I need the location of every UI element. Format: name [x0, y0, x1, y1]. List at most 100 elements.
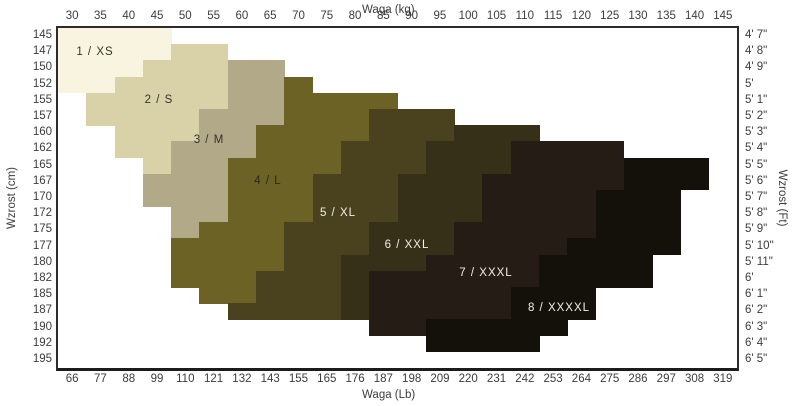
- left-tick-label: 150: [32, 61, 52, 74]
- left-tick-label: 180: [32, 255, 52, 268]
- right-tick-label: 5' 5": [745, 158, 768, 171]
- top-tick-label: 40: [122, 10, 136, 22]
- bottom-tick-label: 286: [628, 373, 648, 385]
- size-region-6: [397, 206, 483, 223]
- bottom-tick-label: 242: [515, 373, 535, 385]
- bottom-tick-label: 66: [65, 373, 79, 385]
- size-region-7: [482, 189, 597, 207]
- right-tick-label: 5' 3": [745, 126, 768, 139]
- size-region-3: [199, 108, 285, 126]
- right-tick-label: 5': [745, 77, 754, 90]
- top-tick-label: 50: [178, 10, 192, 22]
- bottom-tick-label: 253: [543, 373, 563, 385]
- right-tick-label: 6' 5": [745, 352, 768, 365]
- size-region-6: [454, 125, 540, 142]
- top-tick-label: 55: [207, 10, 220, 22]
- bottom-tick-label: 77: [94, 373, 107, 385]
- bottom-tick-label: 143: [260, 373, 280, 385]
- size-region-2: [114, 125, 201, 142]
- size-region-3: [199, 125, 257, 142]
- right-tick-label: 5' 8": [745, 207, 768, 220]
- size-region-6: [425, 157, 512, 175]
- size-region-4: [227, 157, 342, 175]
- size-region-8: [623, 173, 710, 191]
- right-tick-label: 5' 4": [745, 142, 768, 155]
- bottom-tick-label: 132: [232, 373, 252, 385]
- size-region-5: [340, 141, 427, 159]
- size-region-7: [454, 222, 597, 240]
- size-region-1: [58, 76, 116, 94]
- size-region-7: [482, 173, 625, 191]
- size-region-3: [171, 141, 257, 159]
- size-region-8: [538, 270, 653, 288]
- right-tick-label: 5' 11": [745, 255, 773, 268]
- size-label-5: 5 / XL: [319, 207, 357, 219]
- size-region-4: [227, 173, 314, 191]
- top-tick-label: 145: [713, 10, 733, 22]
- left-tick-label: 175: [32, 223, 52, 236]
- size-region-5: [256, 270, 342, 288]
- right-tick-label: 6' 4": [745, 336, 768, 349]
- size-region-5: [256, 287, 342, 304]
- size-region-2: [114, 141, 172, 159]
- size-region-4: [284, 108, 370, 126]
- size-label-4: 4 / L: [254, 175, 282, 187]
- top-tick-label: 110: [515, 10, 534, 22]
- left-tick-label: 177: [32, 239, 52, 252]
- size-region-8: [595, 222, 681, 240]
- top-tick-label: 45: [150, 10, 164, 22]
- size-region-6: [369, 238, 455, 256]
- size-region-2: [142, 60, 229, 78]
- bottom-tick-label: 308: [684, 373, 705, 385]
- left-tick-label: 195: [32, 352, 52, 365]
- size-region-7: [369, 270, 540, 288]
- size-region-5: [312, 173, 399, 191]
- size-label-2: 2 / S: [144, 94, 174, 106]
- left-tick-label: 162: [32, 142, 52, 155]
- bottom-tick-label: 319: [713, 373, 733, 385]
- size-region-4: [284, 92, 399, 110]
- right-tick-label: 4' 8": [745, 45, 768, 58]
- left-tick-label: 170: [32, 191, 52, 203]
- top-tick-label: 105: [486, 10, 507, 22]
- right-tick-label: 5' 10": [745, 239, 774, 252]
- bottom-tick-label: 297: [656, 373, 676, 385]
- right-tick-label: 6' 3": [745, 320, 768, 333]
- size-region-7: [369, 319, 427, 337]
- top-tick-label: 125: [600, 10, 620, 22]
- top-axis-title: Waga (kg): [362, 4, 415, 16]
- top-tick-label: 80: [348, 10, 362, 22]
- size-region-3: [171, 157, 229, 175]
- size-region-5: [369, 108, 455, 126]
- top-tick-label: 85: [376, 10, 390, 22]
- size-region-1: [58, 60, 144, 78]
- size-region-6: [340, 270, 370, 288]
- size-region-6: [397, 173, 483, 191]
- bottom-tick-label: 110: [176, 373, 195, 385]
- size-region-3: [142, 173, 229, 191]
- size-region-7: [510, 141, 625, 159]
- top-tick-label: 75: [320, 10, 334, 22]
- size-region-4: [199, 287, 257, 304]
- bottom-tick-label: 187: [373, 373, 393, 385]
- size-region-4: [199, 222, 285, 240]
- size-region-5: [312, 206, 399, 223]
- size-region-5: [369, 125, 455, 142]
- size-region-8: [510, 287, 597, 304]
- top-tick-label: 100: [458, 10, 478, 22]
- size-region-8: [567, 238, 682, 256]
- size-region-7: [510, 157, 625, 175]
- top-tick-label: 115: [543, 10, 563, 22]
- size-region-4: [256, 125, 370, 142]
- left-tick-label: 152: [32, 77, 52, 90]
- left-tick-label: 167: [32, 174, 52, 187]
- bottom-tick-label: 88: [122, 373, 136, 385]
- top-tick-label: 70: [292, 10, 305, 22]
- size-region-4: [171, 254, 285, 272]
- size-region-6: [425, 141, 512, 159]
- size-region-6: [340, 287, 370, 304]
- size-region-8: [425, 335, 540, 353]
- top-tick-label: 130: [628, 10, 648, 22]
- top-tick-label: 140: [684, 10, 705, 22]
